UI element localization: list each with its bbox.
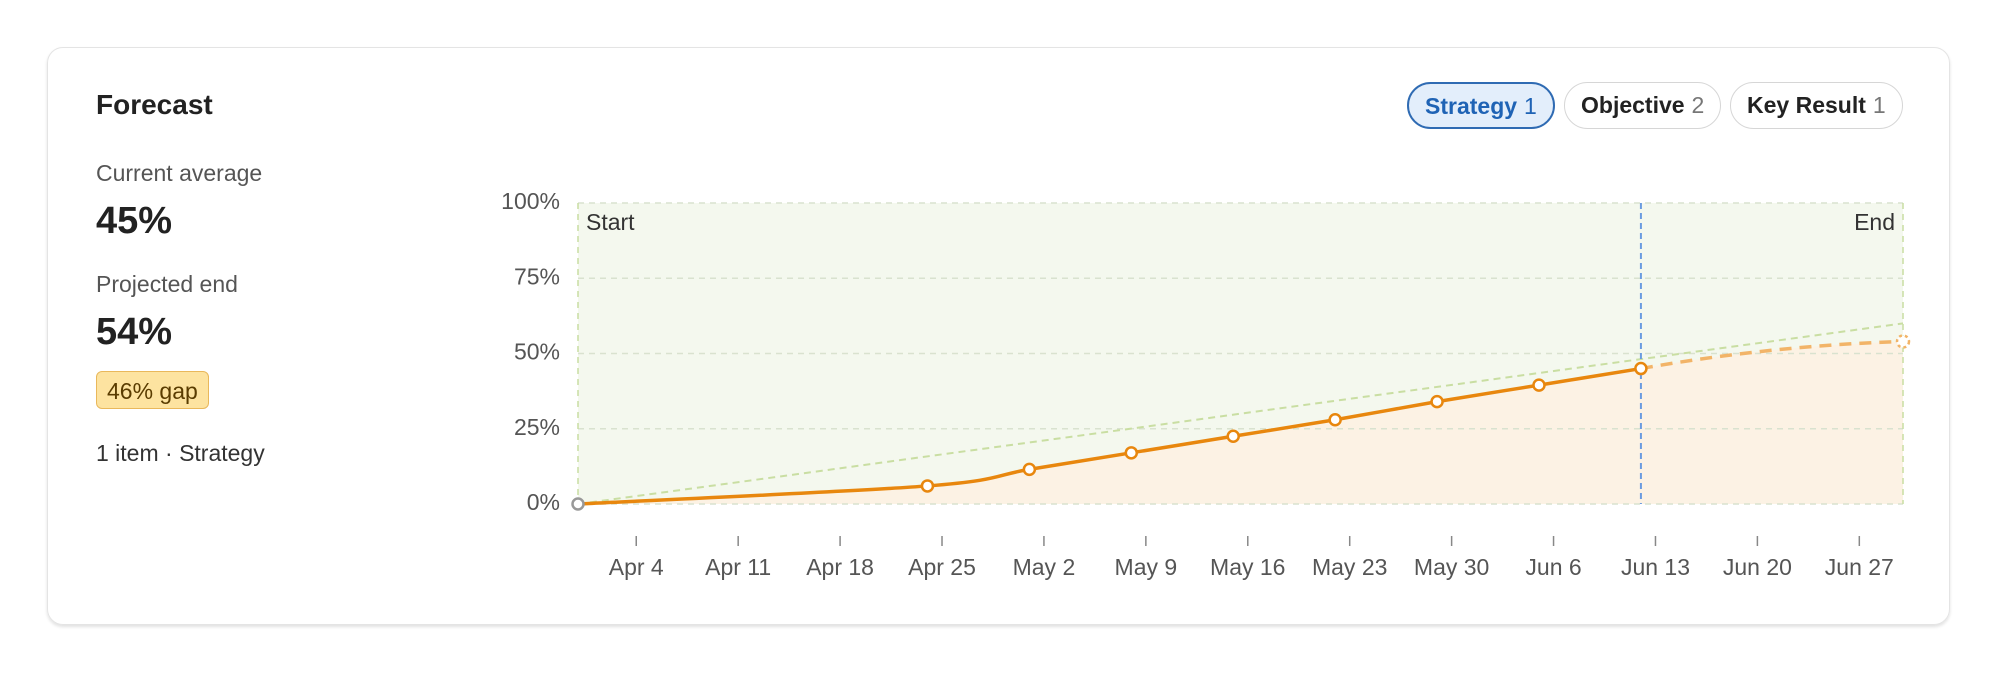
filter-chip[interactable]: Key Result 1 bbox=[1730, 82, 1903, 129]
progress-line bbox=[577, 366, 1642, 506]
point bbox=[1634, 361, 1648, 376]
x-tick-label: May 2 bbox=[1013, 554, 1076, 580]
x-tick-label: May 16 bbox=[1210, 554, 1285, 580]
x-tick-label: May 9 bbox=[1115, 554, 1178, 580]
x-tick-label: Apr 4 bbox=[609, 554, 664, 580]
current-label: Current average bbox=[96, 160, 263, 186]
card bbox=[47, 47, 1950, 625]
y-tick-label: 50% bbox=[514, 339, 560, 365]
progress-area bbox=[578, 341, 1903, 504]
card-title: Forecast bbox=[96, 89, 213, 120]
annotation: End bbox=[1854, 209, 1895, 235]
annotation: Start bbox=[586, 209, 635, 235]
point bbox=[1226, 429, 1240, 444]
x-tick-label: Jun 13 bbox=[1621, 554, 1690, 580]
x-tick-label: Jun 27 bbox=[1825, 554, 1894, 580]
y-tick-label: 25% bbox=[514, 414, 560, 440]
x-tick-label: Apr 11 bbox=[705, 554, 771, 580]
chip-label: Strategy bbox=[1425, 93, 1518, 119]
point bbox=[1430, 394, 1444, 409]
filter-chip[interactable]: Strategy 1 bbox=[1407, 82, 1555, 129]
filter-chip[interactable]: Objective 2 bbox=[1564, 82, 1722, 129]
point bbox=[1532, 378, 1546, 392]
point bbox=[920, 479, 935, 493]
point bbox=[571, 497, 585, 511]
x-tick-label: Apr 18 bbox=[806, 554, 874, 580]
point bbox=[1124, 446, 1139, 460]
chip-count: 2 bbox=[1691, 92, 1705, 118]
x-tick-label: Jun 20 bbox=[1723, 554, 1792, 580]
chip-label: Key Result bbox=[1747, 92, 1866, 118]
point bbox=[1328, 412, 1342, 427]
projected-value: 54% bbox=[96, 311, 173, 353]
x-tick-label: Apr 25 bbox=[908, 554, 976, 580]
projected-point bbox=[1895, 334, 1911, 349]
gap-badge: 46% gap bbox=[96, 371, 209, 409]
projected-label: Projected end bbox=[96, 271, 238, 297]
x-tick-label: May 23 bbox=[1312, 554, 1387, 580]
current-value: 45% bbox=[96, 200, 173, 242]
point bbox=[1022, 462, 1037, 477]
y-tick-label: 0% bbox=[527, 489, 560, 515]
y-tick-label: 75% bbox=[514, 263, 560, 289]
y-tick-label: 100% bbox=[501, 188, 560, 214]
summary: 1 item · Strategy bbox=[96, 440, 265, 466]
chip-count: 1 bbox=[1872, 92, 1886, 118]
x-tick-label: May 30 bbox=[1414, 554, 1489, 580]
target-line bbox=[577, 322, 1904, 505]
x-tick-label: Jun 6 bbox=[1525, 554, 1581, 580]
projected-line bbox=[1640, 339, 1904, 371]
chip-count: 1 bbox=[1524, 93, 1537, 119]
chip-label: Objective bbox=[1581, 92, 1685, 118]
